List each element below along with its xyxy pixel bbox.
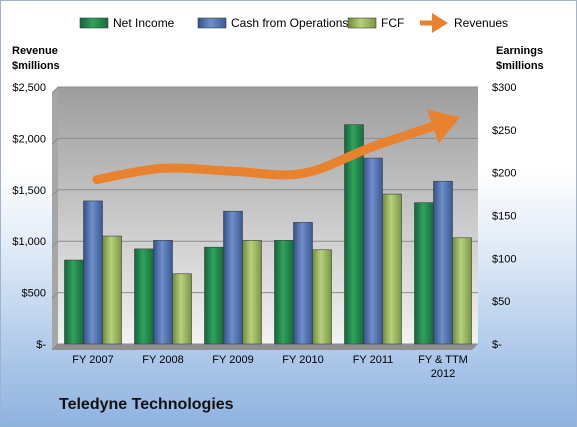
left-axis-tick-label: $2,000 bbox=[12, 133, 46, 145]
right-axis-tick-label: $200 bbox=[492, 168, 516, 180]
left-axis-title: $millions bbox=[12, 60, 60, 72]
bar-net-income bbox=[204, 246, 224, 345]
bar-net-income bbox=[274, 240, 294, 345]
bar-net-income bbox=[414, 202, 434, 345]
right-axis-tick-label: $100 bbox=[492, 253, 516, 265]
bar-fcf bbox=[242, 240, 262, 345]
x-axis-tick-label: FY 2011 bbox=[353, 354, 394, 366]
bar-fcf bbox=[102, 235, 122, 345]
plot-floor bbox=[52, 344, 478, 350]
legend-swatch-fcf bbox=[347, 17, 377, 29]
bar-fcf bbox=[452, 237, 472, 345]
legend-label: Net Income bbox=[113, 16, 175, 30]
x-axis-tick-label: FY 2007 bbox=[72, 354, 113, 366]
right-axis-tick-label: $300 bbox=[492, 82, 516, 94]
gridline-side bbox=[51, 138, 59, 145]
gridline-side bbox=[51, 240, 59, 248]
legend-swatch-cash-from-operations bbox=[197, 17, 227, 29]
legend-swatch-net-income bbox=[79, 17, 109, 29]
legend-label: FCF bbox=[381, 16, 404, 30]
right-axis-tick-label: $150 bbox=[492, 211, 516, 223]
x-axis-tick-label: FY 2010 bbox=[282, 354, 323, 366]
x-axis-tick-label: FY 2008 bbox=[142, 354, 183, 366]
legend-label: Cash from Operations bbox=[231, 16, 348, 30]
company-name: Teledyne Technologies bbox=[59, 396, 234, 413]
left-axis-title: Revenue bbox=[12, 45, 58, 57]
gridline-side bbox=[51, 343, 59, 351]
right-axis-tick-label: $250 bbox=[492, 125, 516, 137]
right-axis-tick-label: $- bbox=[492, 339, 502, 351]
right-axis-tick-label: $50 bbox=[492, 296, 510, 308]
gridline-side bbox=[51, 292, 59, 299]
right-axis-title: Earnings bbox=[496, 45, 543, 57]
x-axis-tick-label: FY 2009 bbox=[212, 354, 253, 366]
bar-cash-from-operations bbox=[83, 200, 103, 345]
bar-fcf bbox=[312, 249, 332, 345]
bar-cash-from-operations bbox=[153, 240, 173, 345]
left-axis-tick-label: $500 bbox=[22, 288, 46, 300]
legend-label: Revenues bbox=[454, 16, 508, 30]
bar-fcf bbox=[172, 273, 192, 345]
x-axis-tick-label: 2012 bbox=[431, 368, 455, 380]
bar-cash-from-operations bbox=[223, 210, 243, 345]
left-axis-tick-label: $1,500 bbox=[12, 185, 46, 197]
bar-cash-from-operations bbox=[293, 222, 313, 345]
gridline-side bbox=[51, 189, 59, 197]
left-axis-tick-label: $- bbox=[36, 339, 46, 351]
bar-cash-from-operations bbox=[363, 157, 383, 345]
x-axis-tick-label: FY & TTM bbox=[418, 354, 468, 366]
bar-net-income bbox=[134, 248, 154, 345]
bar-fcf bbox=[382, 193, 402, 345]
right-axis-title: $millions bbox=[496, 60, 544, 72]
left-axis-tick-label: $1,000 bbox=[12, 236, 46, 248]
bar-net-income bbox=[64, 259, 84, 345]
plot-side-wall bbox=[52, 87, 58, 350]
bar-cash-from-operations bbox=[433, 180, 453, 345]
left-axis-tick-label: $2,500 bbox=[12, 82, 46, 94]
revenue-line bbox=[92, 109, 461, 185]
gridline-side bbox=[51, 86, 59, 94]
